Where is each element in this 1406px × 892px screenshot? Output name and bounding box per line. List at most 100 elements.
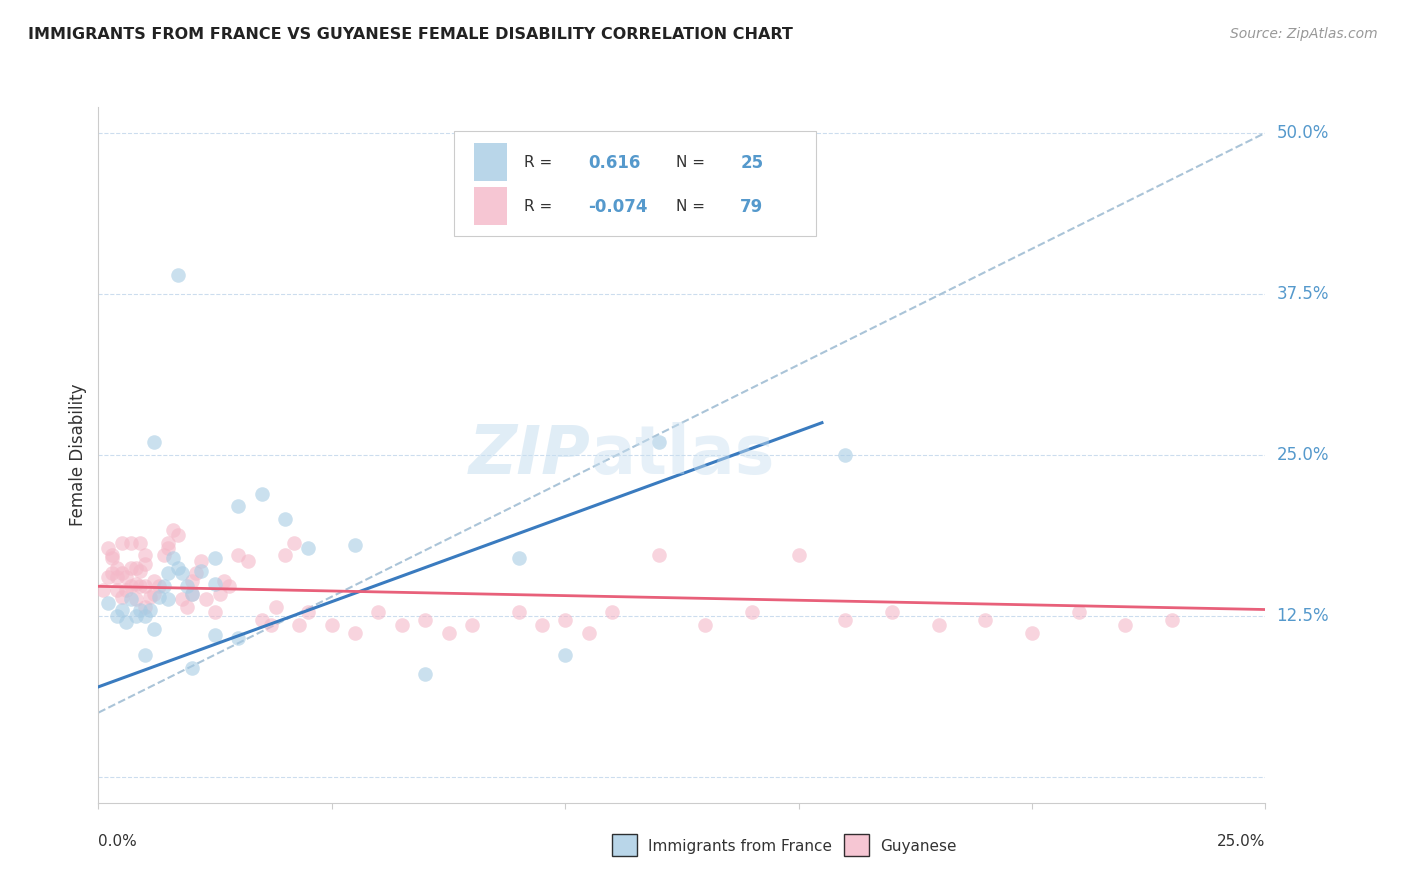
- Point: [214, 574, 236, 589]
- Point: [176, 579, 198, 593]
- Point: [139, 590, 162, 604]
- Point: [208, 587, 231, 601]
- Point: [437, 625, 460, 640]
- Point: [647, 549, 669, 563]
- Point: [134, 648, 156, 662]
- Point: [554, 613, 576, 627]
- Point: [391, 618, 413, 632]
- Point: [1161, 613, 1184, 627]
- Point: [172, 566, 194, 581]
- Text: R =: R =: [524, 199, 553, 214]
- Point: [143, 622, 166, 636]
- Text: 79: 79: [741, 197, 763, 216]
- Point: [461, 618, 484, 632]
- Text: -0.074: -0.074: [589, 197, 648, 216]
- Point: [111, 566, 134, 581]
- Point: [134, 609, 156, 624]
- Point: [134, 549, 156, 563]
- Point: [129, 535, 152, 549]
- Point: [115, 583, 138, 598]
- Point: [129, 579, 152, 593]
- Point: [834, 448, 856, 462]
- Point: [180, 587, 202, 601]
- Point: [288, 618, 311, 632]
- Point: [129, 564, 152, 578]
- Point: [143, 574, 166, 589]
- Point: [157, 541, 180, 555]
- Point: [166, 561, 188, 575]
- Point: [236, 553, 259, 567]
- Text: N =: N =: [676, 155, 704, 170]
- FancyBboxPatch shape: [454, 131, 815, 235]
- Point: [250, 486, 273, 500]
- Point: [274, 549, 297, 563]
- Point: [152, 579, 174, 593]
- Point: [834, 613, 856, 627]
- Point: [115, 615, 138, 630]
- Point: [101, 549, 124, 563]
- Point: [111, 535, 134, 549]
- Point: [283, 535, 305, 549]
- Text: 37.5%: 37.5%: [1277, 285, 1329, 303]
- Point: [143, 587, 166, 601]
- Point: [413, 613, 436, 627]
- Text: Immigrants from France: Immigrants from France: [648, 839, 832, 854]
- Point: [134, 579, 156, 593]
- Point: [787, 549, 810, 563]
- Point: [344, 625, 367, 640]
- Point: [129, 602, 152, 616]
- Point: [218, 579, 240, 593]
- Point: [1067, 605, 1090, 619]
- Point: [166, 528, 188, 542]
- Point: [105, 561, 128, 575]
- Text: N =: N =: [676, 199, 704, 214]
- Point: [115, 570, 138, 584]
- Point: [190, 564, 212, 578]
- Point: [180, 587, 202, 601]
- Y-axis label: Female Disability: Female Disability: [69, 384, 87, 526]
- Text: atlas: atlas: [591, 422, 775, 488]
- Text: ZIP: ZIP: [468, 422, 591, 488]
- Point: [134, 599, 156, 614]
- Point: [162, 523, 184, 537]
- Point: [180, 660, 202, 674]
- Text: 25.0%: 25.0%: [1218, 834, 1265, 849]
- Point: [1021, 625, 1043, 640]
- Text: R =: R =: [524, 155, 553, 170]
- Point: [695, 618, 717, 632]
- Point: [120, 535, 142, 549]
- Point: [204, 605, 226, 619]
- Point: [264, 599, 287, 614]
- Point: [125, 561, 148, 575]
- Point: [274, 512, 297, 526]
- Point: [134, 558, 156, 572]
- Point: [97, 596, 120, 610]
- Point: [367, 605, 389, 619]
- Point: [97, 541, 120, 555]
- Point: [139, 602, 162, 616]
- Text: 25.0%: 25.0%: [1277, 446, 1329, 464]
- Point: [413, 667, 436, 681]
- Point: [101, 566, 124, 581]
- Point: [101, 551, 124, 566]
- Point: [260, 618, 283, 632]
- Point: [176, 599, 198, 614]
- Point: [530, 618, 553, 632]
- Point: [157, 592, 180, 607]
- Point: [97, 570, 120, 584]
- Point: [880, 605, 903, 619]
- Bar: [474, 144, 508, 181]
- Point: [120, 579, 142, 593]
- Point: [647, 435, 669, 450]
- Point: [321, 618, 343, 632]
- Point: [250, 613, 273, 627]
- Point: [741, 605, 763, 619]
- Point: [91, 583, 114, 598]
- Point: [172, 592, 194, 607]
- Point: [204, 628, 226, 642]
- Point: [578, 625, 600, 640]
- Point: [120, 592, 142, 607]
- Text: 0.616: 0.616: [589, 153, 641, 171]
- Point: [111, 590, 134, 604]
- Point: [152, 549, 174, 563]
